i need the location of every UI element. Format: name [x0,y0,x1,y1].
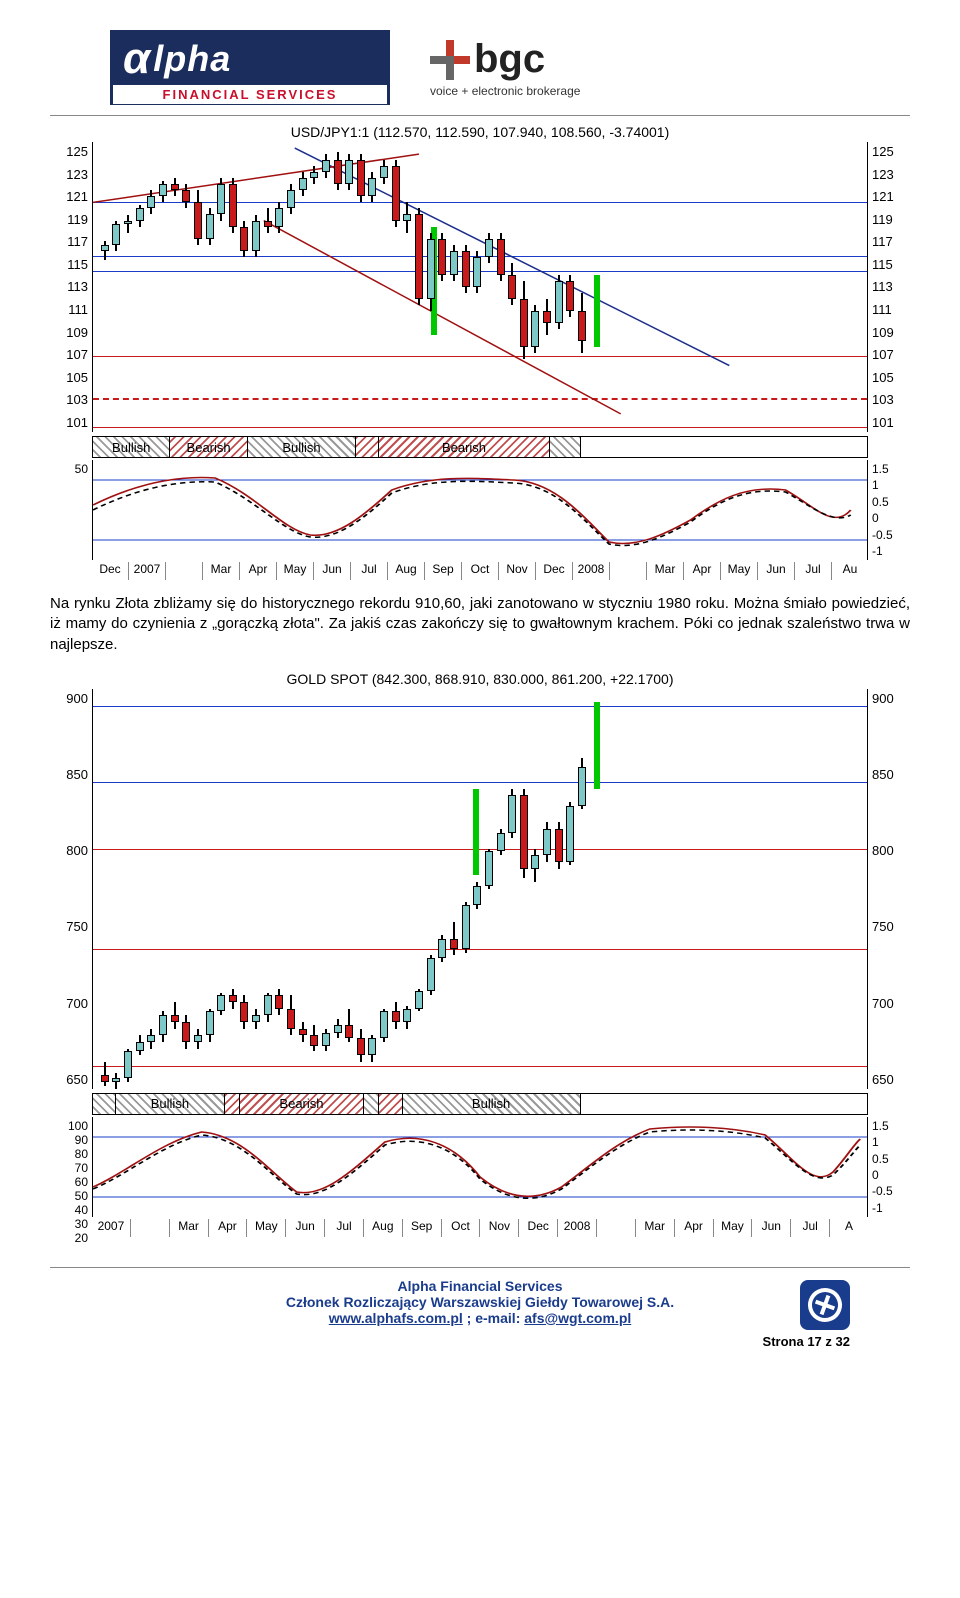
chart1-indicator [92,460,868,560]
alpha-logo-text: αlpha [113,33,387,85]
chart1-yaxis-left: 125123121119117115113111109107105103101 [50,142,92,432]
chart1-ind-left: 50 [50,460,92,560]
chart2-plot [92,689,868,1089]
chart-usdjpy: USD/JPY1:1 (112.570, 112.590, 107.940, 1… [50,124,910,580]
bgc-cross-icon [430,40,470,80]
page-number: Strona 17 z 32 [50,1334,850,1349]
chart1-sentiment: BullishBearishBullishBearish [92,436,868,458]
chart2-xaxis: 2007MarAprMayJunJulAugSepOctNovDec2008Ma… [92,1217,868,1237]
chart1-xaxis: Dec2007MarAprMayJunJulAugSepOctNovDec200… [92,560,868,580]
footer-logo-icon [800,1280,850,1330]
chart2-yaxis-left: 900850800750700650 [50,689,92,1089]
header-logos: αlpha FINANCIAL SERVICES bgc voice + ele… [50,20,910,116]
footer: Alpha Financial Services Członek Rozlicz… [50,1267,910,1326]
footer-company: Alpha Financial Services [50,1278,910,1294]
chart2-title: GOLD SPOT (842.300, 868.910, 830.000, 86… [50,671,910,687]
chart2-sentiment: BullishBearishBullish [92,1093,868,1115]
chart-gold: GOLD SPOT (842.300, 868.910, 830.000, 86… [50,671,910,1237]
paragraph: Na rynku Złota zbliżamy się do historycz… [50,594,910,655]
chart1-ind-right: 1.510.50-0.5-1 [868,460,910,560]
chart2-ind-right: 1.510.50-0.5-1 [868,1117,910,1217]
footer-member: Członek Rozliczający Warszawskiej Giełdy… [50,1294,910,1310]
chart1-title: USD/JPY1:1 (112.570, 112.590, 107.940, 1… [50,124,910,140]
chart2-yaxis-right: 900850800750700650 [868,689,910,1089]
footer-email[interactable]: afs@wgt.com.pl [524,1310,631,1326]
chart1-yaxis-right: 125123121119117115113111109107105103101 [868,142,910,432]
alpha-logo-subtitle: FINANCIAL SERVICES [113,85,387,104]
chart1-plot [92,142,868,432]
bgc-tagline: voice + electronic brokerage [430,84,580,98]
footer-contact: www.alphafs.com.pl ; e-mail: afs@wgt.com… [50,1310,910,1326]
bgc-logo-text: bgc [474,37,545,82]
footer-url[interactable]: www.alphafs.com.pl [329,1310,463,1326]
chart2-ind-left: 1009080706050403020 [50,1117,92,1217]
chart2-indicator [92,1117,868,1217]
bgc-logo: bgc voice + electronic brokerage [430,37,580,98]
alpha-logo: αlpha FINANCIAL SERVICES [110,30,390,105]
